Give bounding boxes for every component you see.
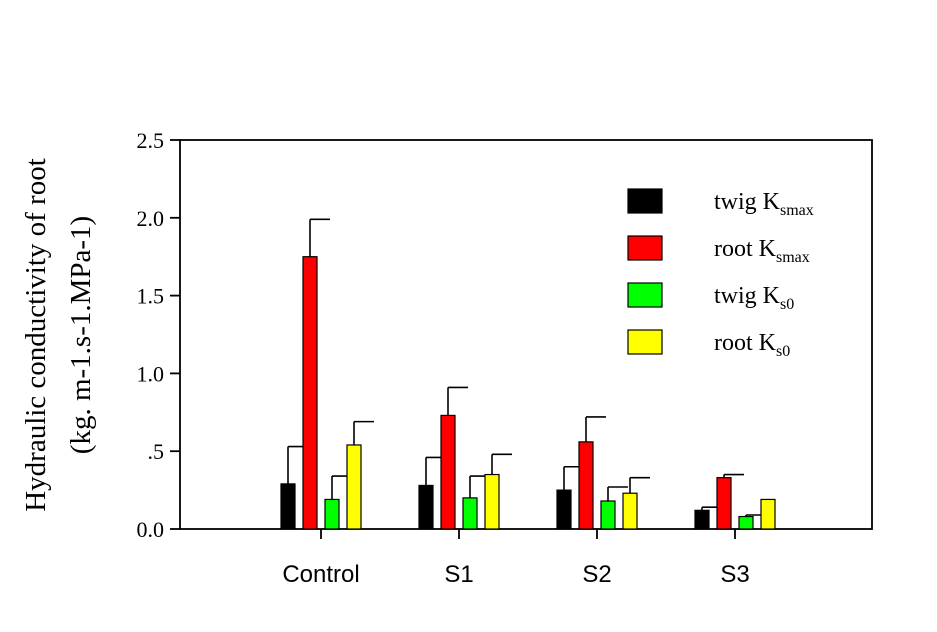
bar-3-3 bbox=[760, 498, 776, 530]
legend-label-main: twig K bbox=[714, 189, 781, 215]
bar-3-1 bbox=[716, 477, 732, 530]
legend-label-subscript: s0 bbox=[776, 343, 790, 360]
plot-frame bbox=[179, 139, 873, 530]
bar-1-2 bbox=[462, 497, 478, 530]
category-labels: Control S1 S2 S3 bbox=[282, 529, 750, 588]
bar-2-2 bbox=[600, 500, 616, 530]
bar-1-3 bbox=[484, 473, 500, 530]
legend-label: root Ksmax bbox=[714, 236, 810, 266]
legend-swatch bbox=[627, 282, 663, 308]
bar-0-2 bbox=[324, 498, 340, 530]
y-tick-label: 2.0 bbox=[137, 206, 165, 231]
bar-2-0 bbox=[556, 489, 572, 530]
bar-0-0 bbox=[280, 483, 296, 530]
y-tick-label: 2.5 bbox=[137, 128, 165, 153]
bar-1-0 bbox=[418, 484, 434, 530]
y-axis-label-line2: (kg. m-1.s-1.MPa-1) bbox=[65, 216, 97, 454]
legend-label-subscript: smax bbox=[776, 249, 810, 266]
legend-label-main: root K bbox=[714, 330, 777, 356]
category-label: S1 bbox=[444, 561, 473, 588]
bar-3-2 bbox=[738, 515, 754, 530]
legend-swatch bbox=[627, 188, 663, 214]
bar-0-3 bbox=[346, 444, 362, 530]
legend-swatch bbox=[627, 235, 663, 261]
bar-3-0 bbox=[694, 509, 710, 530]
bar-2-1 bbox=[578, 441, 594, 530]
category-label: S2 bbox=[582, 561, 611, 588]
bar-0-1 bbox=[302, 256, 318, 530]
y-axis-label-line1: Hydraulic conductivity of root bbox=[20, 158, 52, 512]
legend-label: root Ks0 bbox=[714, 330, 790, 360]
legend-label-subscript: s0 bbox=[780, 296, 794, 313]
bars bbox=[280, 218, 776, 530]
y-tick-label: 0.0 bbox=[137, 517, 165, 542]
category-label: Control bbox=[282, 561, 359, 588]
y-ticks: 0.0 .5 1.0 1.5 2.0 2.5 bbox=[137, 128, 180, 542]
category-label: S3 bbox=[720, 561, 749, 588]
y-tick-label: .5 bbox=[148, 439, 165, 464]
legend-label: twig Ks0 bbox=[714, 283, 794, 313]
legend-label-main: root K bbox=[714, 236, 777, 262]
bar-2-3 bbox=[622, 492, 638, 530]
legend-label-subscript: smax bbox=[780, 202, 814, 219]
legend-swatch bbox=[627, 329, 663, 355]
bar-1-1 bbox=[440, 414, 456, 530]
y-tick-label: 1.0 bbox=[137, 361, 165, 386]
y-tick-label: 1.5 bbox=[137, 284, 165, 309]
legend-label: twig Ksmax bbox=[714, 189, 814, 219]
legend-label-main: twig K bbox=[714, 283, 781, 309]
